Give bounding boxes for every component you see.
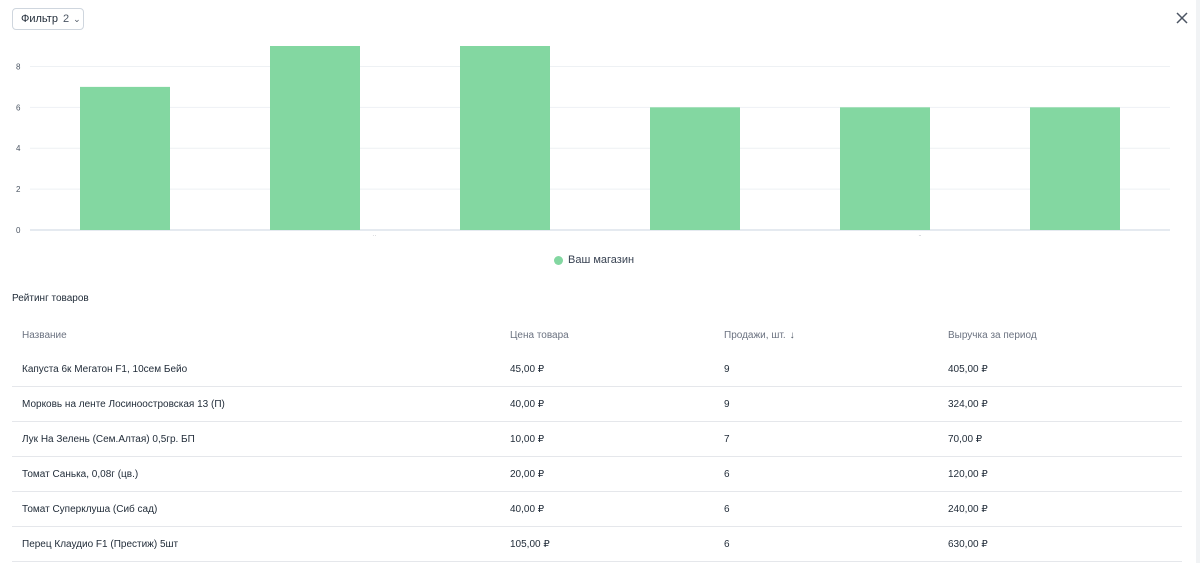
table-row[interactable]: Капуста 6к Мегатон F1, 10сем Бейо 45,00 ₽…	[12, 352, 1182, 387]
column-header-name[interactable]: Название	[22, 329, 67, 341]
bar[interactable]	[270, 46, 360, 230]
bar-chart: 0 2 4 6 8 Лук На Зелень (Сем.Алтая) 0,5гр. БП…	[16, 46, 1170, 236]
filter-label: Фильтр	[21, 13, 58, 25]
bar[interactable]	[840, 107, 930, 230]
column-header-price[interactable]: Цена товара	[510, 329, 569, 341]
x-tick-label: Томат Суперклуша (Сиб сад)	[831, 235, 940, 236]
column-header-revenue[interactable]: Выручка за период	[948, 329, 1037, 341]
cell-name: Лук На Зелень (Сем.Алтая) 0,5гр. БП	[12, 421, 500, 457]
legend-label: Ваш магазин	[568, 254, 635, 266]
cell-price: 45,00 ₽	[500, 352, 714, 387]
cell-revenue: 630,00 ₽	[938, 526, 1182, 562]
table-header-row: Название Цена товара Продажи, шт. ↓ Выруч…	[12, 318, 1182, 352]
table-row[interactable]: Морковь на ленте Лосиноостровская 13 (П)…	[12, 386, 1182, 422]
y-tick-label: 0	[16, 226, 21, 235]
cell-price: 105,00 ₽	[500, 526, 714, 562]
close-button[interactable]	[1174, 10, 1190, 26]
table-row[interactable]: Томат Суперклуша (Сиб сад) 40,00 ₽6 240,00…	[12, 491, 1182, 527]
cell-revenue: 405,00 ₽	[938, 352, 1182, 387]
ranking-table: Название Цена товара Продажи, шт. ↓ Выруч…	[12, 318, 1182, 562]
x-tick-label: Томат Санька, 0,08г (цв.)	[649, 235, 742, 236]
cell-revenue: 240,00 ₽	[938, 491, 1182, 527]
column-header-sales[interactable]: Продажи, шт. ↓	[724, 329, 795, 341]
cell-sales: 9	[714, 386, 938, 422]
section-title: Рейтинг товаров	[12, 293, 89, 304]
cell-sales: 6	[714, 456, 938, 492]
bar[interactable]	[650, 107, 740, 230]
y-tick-label: 4	[16, 144, 21, 153]
cell-price: 40,00 ₽	[500, 386, 714, 422]
x-tick-label: Капуста 6к Мегатон F1, 10сем Бейо	[249, 235, 382, 236]
cell-price: 20,00 ₽	[500, 456, 714, 492]
y-tick-label: 2	[16, 185, 21, 194]
bar[interactable]	[1030, 107, 1120, 230]
cell-price: 10,00 ₽	[500, 421, 714, 457]
close-icon	[1176, 12, 1188, 24]
cell-price: 40,00 ₽	[500, 491, 714, 527]
arrow-down-icon[interactable]: ↓	[789, 329, 795, 341]
cell-name: Капуста 6к Мегатон F1, 10сем Бейо	[12, 352, 500, 387]
filter-count: 2	[62, 13, 70, 25]
x-tick-label: Лук На Зелень (Сем.Алтая) 0,5гр. БП	[56, 235, 194, 236]
table-row[interactable]: Томат Санька, 0,08г (цв.) 20,00 ₽6 120,00 …	[12, 456, 1182, 492]
cell-sales: 9	[714, 352, 938, 387]
scrollbar[interactable]	[1196, 0, 1200, 563]
cell-revenue: 120,00 ₽	[938, 456, 1182, 492]
cell-revenue: 70,00 ₽	[938, 421, 1182, 457]
cell-name: Томат Санька, 0,08г (цв.)	[12, 456, 500, 492]
cell-sales: 7	[714, 421, 938, 457]
cell-sales: 6	[714, 526, 938, 562]
chart-legend[interactable]: Ваш магазин	[554, 254, 634, 266]
bar[interactable]	[80, 86, 170, 230]
x-tick-label: Перец Клаудио F1 (Престиж) 5шт	[1013, 235, 1138, 236]
filter-button[interactable]: Фильтр 2 ⌄	[12, 8, 84, 30]
cell-revenue: 324,00 ₽	[938, 386, 1182, 422]
bar[interactable]	[460, 46, 550, 230]
y-tick-label: 8	[16, 62, 21, 71]
cell-name: Перец Клаудио F1 (Престиж) 5шт	[12, 526, 500, 562]
cell-name: Томат Суперклуша (Сиб сад)	[12, 491, 500, 527]
table-row[interactable]: Лук На Зелень (Сем.Алтая) 0,5гр. БП 10,00…	[12, 421, 1182, 457]
chevron-down-icon: ⌄	[73, 13, 81, 24]
y-tick-label: 6	[16, 103, 21, 112]
legend-swatch	[554, 255, 563, 265]
cell-sales: 6	[714, 491, 938, 527]
x-tick-label: Морковь на ленте Лосиноостровская 13 (П)	[424, 235, 587, 236]
cell-name: Морковь на ленте Лосиноостровская 13 (П)	[12, 386, 500, 422]
table-row[interactable]: Перец Клаудио F1 (Престиж) 5шт 105,00 ₽6 6…	[12, 526, 1182, 562]
